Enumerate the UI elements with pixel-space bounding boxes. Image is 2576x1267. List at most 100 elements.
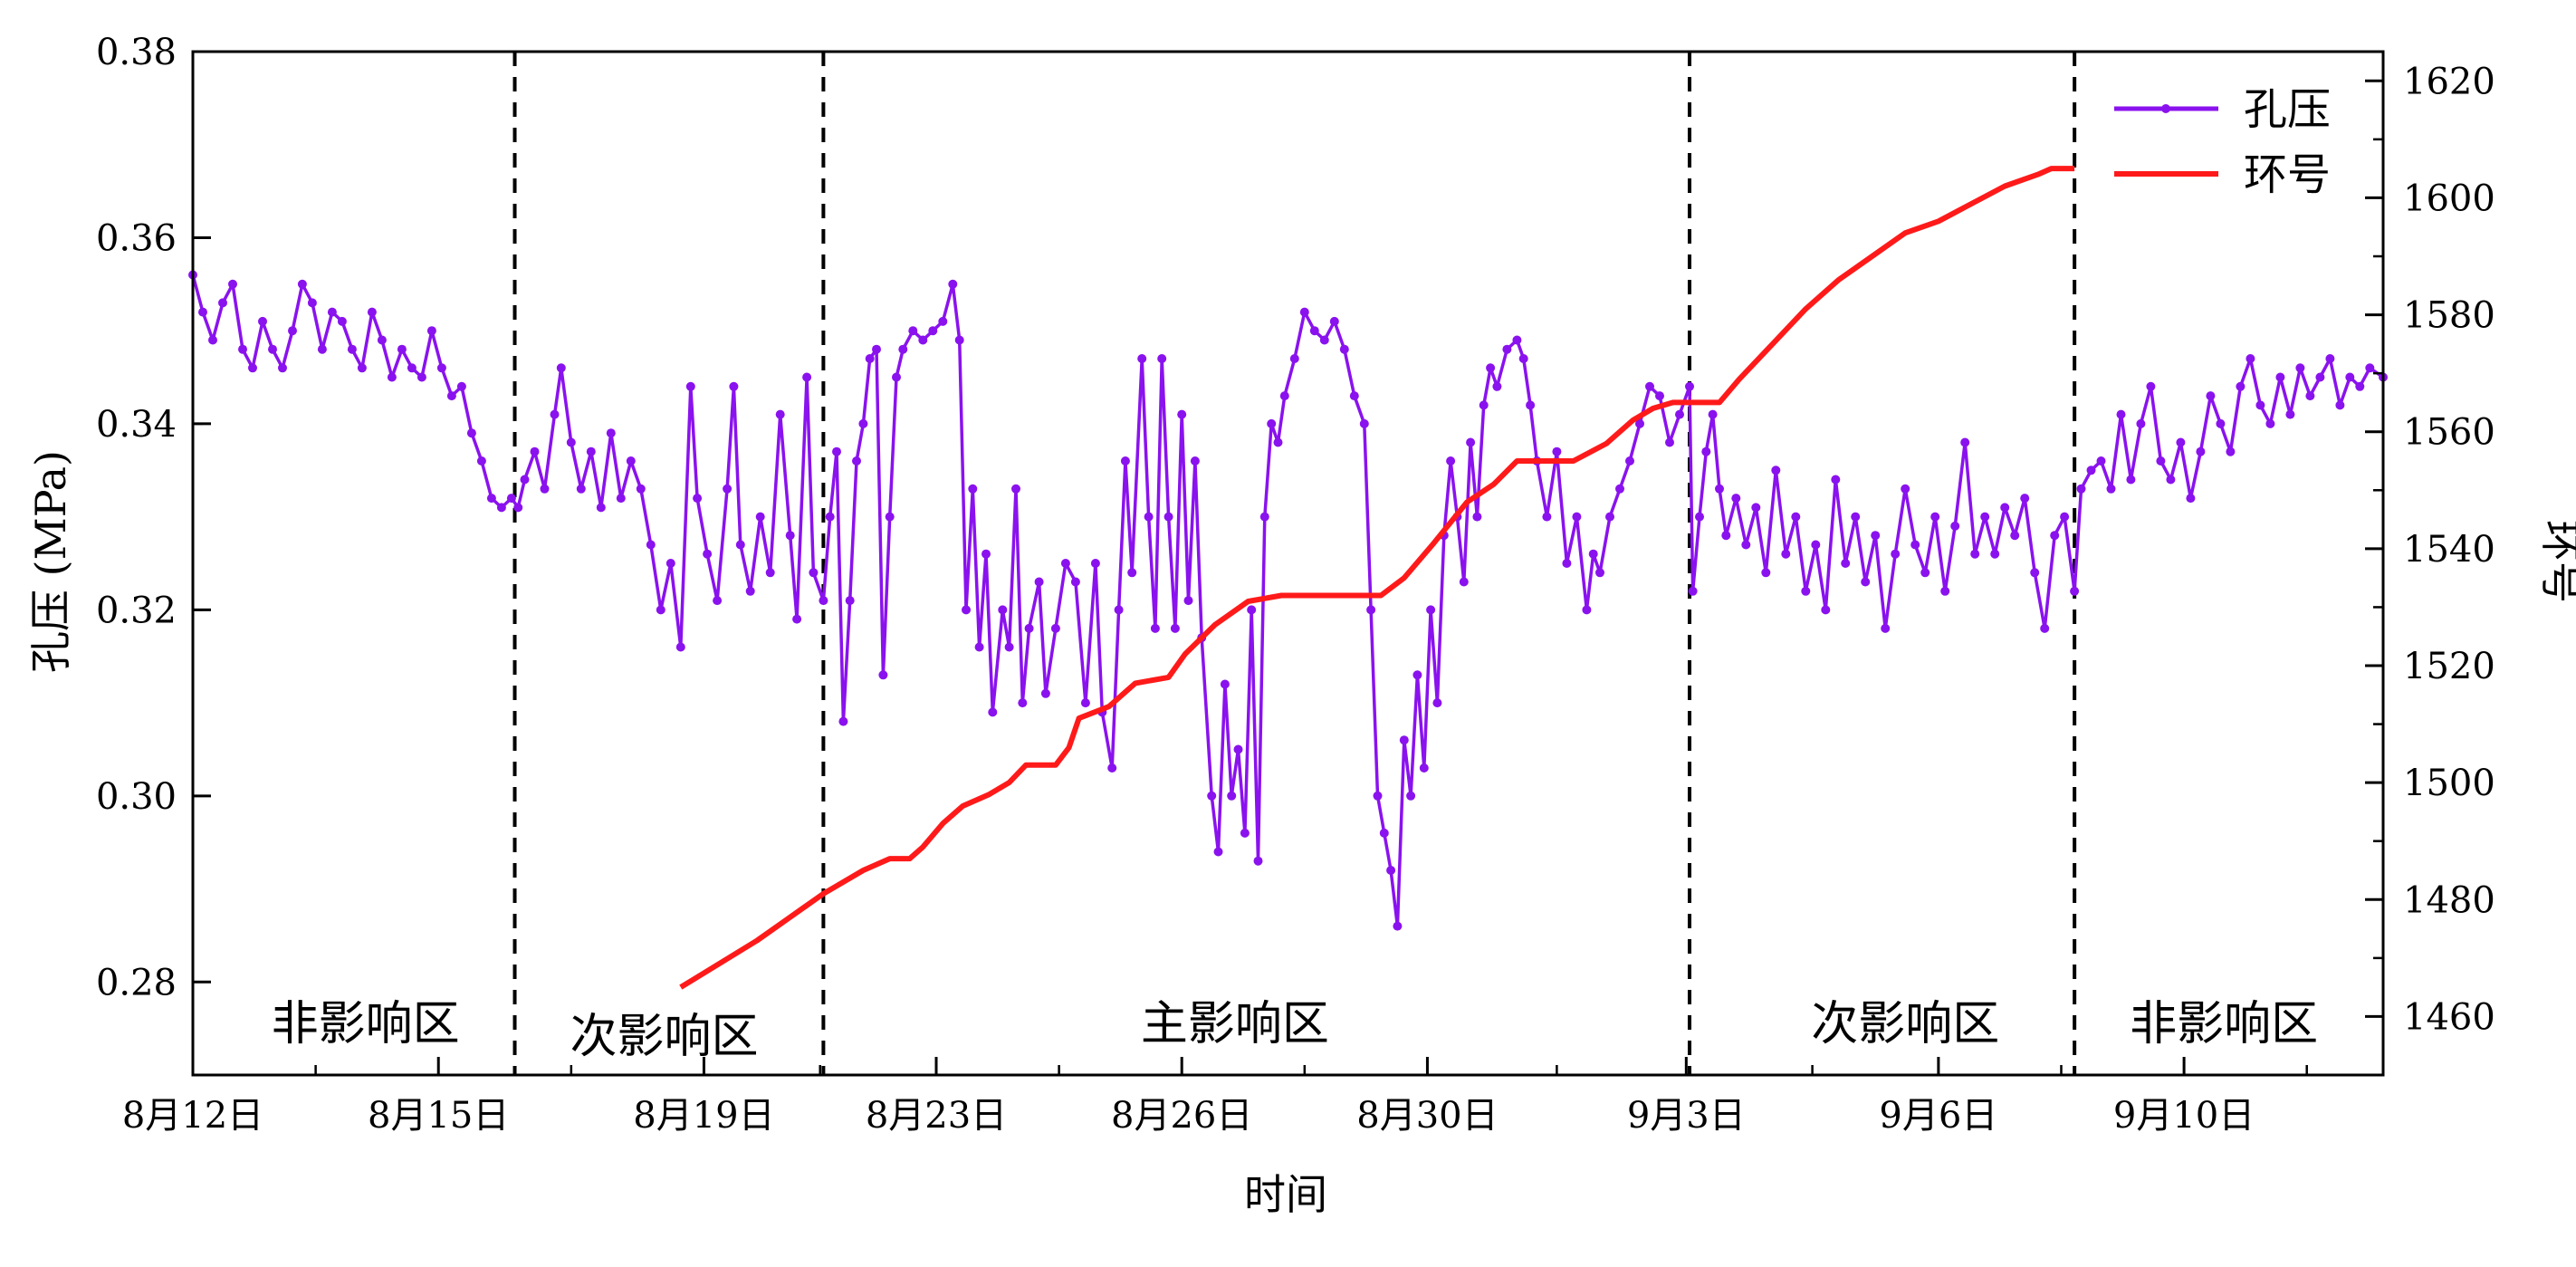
pore-pressure-point bbox=[1040, 688, 1050, 698]
pore-pressure-point bbox=[2335, 400, 2345, 410]
pore-pressure-point bbox=[1881, 623, 1891, 633]
pore-pressure-point bbox=[998, 605, 1008, 615]
pore-pressure-point bbox=[825, 512, 835, 522]
pore-pressure-point bbox=[1625, 456, 1634, 466]
pore-pressure-point bbox=[2010, 531, 2020, 541]
pore-pressure-point bbox=[1240, 828, 1250, 838]
x-tick-label: 9月6日 bbox=[1879, 1095, 1997, 1137]
x-tick-label: 8月26日 bbox=[1111, 1095, 1252, 1137]
pore-pressure-point bbox=[1393, 921, 1403, 931]
pore-pressure-point bbox=[486, 494, 496, 504]
pore-pressure-point bbox=[1339, 344, 1349, 354]
zone-label: 非影响区 bbox=[272, 997, 460, 1051]
pore-pressure-point bbox=[1004, 642, 1014, 652]
pore-pressure-point bbox=[1685, 381, 1694, 391]
pore-pressure-point bbox=[1781, 549, 1791, 559]
pore-pressure-point bbox=[1090, 559, 1100, 568]
pore-pressure-point bbox=[1011, 484, 1020, 494]
pore-pressure-point bbox=[2265, 418, 2275, 428]
pore-pressure-point bbox=[729, 381, 739, 391]
pore-pressure-point bbox=[1070, 577, 1080, 587]
pore-pressure-point bbox=[1605, 512, 1614, 522]
pore-pressure-point bbox=[407, 363, 417, 373]
pore-pressure-point bbox=[1349, 391, 1359, 401]
pore-pressure-point bbox=[1512, 335, 1522, 345]
pore-pressure-point bbox=[2206, 391, 2216, 401]
pore-pressure-point bbox=[1479, 400, 1489, 410]
pore-pressure-point bbox=[775, 409, 785, 419]
pore-pressure-point bbox=[1751, 503, 1761, 513]
pore-pressure-point bbox=[1526, 400, 1536, 410]
pore-pressure-point bbox=[327, 307, 337, 317]
pore-pressure-point bbox=[1791, 512, 1801, 522]
pore-pressure-point bbox=[1645, 381, 1654, 391]
pore-pressure-point bbox=[1635, 418, 1644, 428]
pore-pressure-point bbox=[288, 326, 297, 336]
pore-pressure-point bbox=[1267, 418, 1277, 428]
pore-pressure-point bbox=[2070, 586, 2080, 596]
y2-tick-label: 1620 bbox=[2403, 61, 2495, 102]
pore-pressure-point bbox=[2285, 409, 2295, 419]
pore-pressure-point bbox=[1299, 307, 1309, 317]
pore-pressure-point bbox=[723, 484, 733, 494]
pore-pressure-point bbox=[852, 456, 861, 466]
pore-pressure-point bbox=[248, 363, 257, 373]
pore-pressure-point bbox=[735, 540, 745, 550]
pore-pressure-point bbox=[520, 475, 530, 485]
pore-pressure-point bbox=[1060, 559, 1070, 568]
pore-pressure-point bbox=[1708, 409, 1718, 419]
pore-pressure-point bbox=[954, 335, 964, 345]
pore-pressure-point bbox=[1715, 484, 1724, 494]
pore-pressure-point bbox=[928, 326, 938, 336]
zone-label: 非影响区 bbox=[2130, 997, 2318, 1051]
pore-pressure-point bbox=[337, 316, 347, 326]
pore-pressure-point bbox=[2030, 568, 2040, 578]
pore-pressure-point bbox=[426, 326, 436, 336]
pore-pressure-point bbox=[1492, 381, 1502, 391]
pore-pressure-point bbox=[397, 344, 407, 354]
pore-pressure-point bbox=[377, 335, 387, 345]
pore-pressure-point bbox=[1406, 791, 1416, 801]
pore-pressure-point bbox=[809, 568, 819, 578]
pore-pressure-point bbox=[1615, 484, 1624, 494]
y2-tick-label: 1520 bbox=[2403, 646, 2495, 687]
pore-pressure-point bbox=[417, 372, 426, 382]
pore-pressure-point bbox=[2275, 372, 2285, 382]
pore-pressure-point bbox=[2136, 418, 2146, 428]
pore-pressure-point bbox=[1486, 363, 1496, 373]
pore-pressure-point bbox=[792, 614, 802, 624]
x-tick-label: 9月10日 bbox=[2113, 1095, 2255, 1137]
pore-pressure-point bbox=[785, 531, 795, 541]
pore-pressure-point bbox=[636, 484, 646, 494]
pore-pressure-point bbox=[2216, 418, 2226, 428]
pore-pressure-point bbox=[1562, 559, 1572, 568]
pore-pressure-point bbox=[1247, 605, 1257, 615]
pore-pressure-point bbox=[616, 494, 626, 504]
pore-pressure-point bbox=[685, 381, 695, 391]
pore-pressure-point bbox=[1901, 484, 1910, 494]
legend-ring-number-label: 环号 bbox=[2244, 149, 2331, 200]
x-tick-label: 8月23日 bbox=[866, 1095, 1007, 1137]
pore-pressure-point bbox=[357, 363, 367, 373]
x-tick-label: 8月30日 bbox=[1356, 1095, 1498, 1137]
pore-pressure-point bbox=[1950, 521, 1960, 531]
pore-pressure-point bbox=[1920, 568, 1930, 578]
pore-pressure-point bbox=[556, 363, 566, 373]
pore-pressure-point bbox=[218, 298, 227, 308]
pore-pressure-point bbox=[858, 418, 868, 428]
pore-pressure-point bbox=[1970, 549, 1980, 559]
pore-pressure-point bbox=[1432, 698, 1442, 708]
pore-pressure-point bbox=[962, 605, 971, 615]
y2-tick-label: 1540 bbox=[2403, 529, 2495, 571]
y2-tick-label: 1500 bbox=[2403, 763, 2495, 804]
axis-ticks: 0.28 0.30 0.32 0.34 0.36 0.38 1460 1480 1500 1520… bbox=[96, 32, 2495, 1137]
y-tick-label: 0.34 bbox=[96, 404, 177, 446]
pore-pressure-point bbox=[2076, 484, 2086, 494]
pore-pressure-point bbox=[713, 596, 723, 606]
ring-number-line bbox=[679, 166, 2075, 990]
pore-pressure-point bbox=[1980, 512, 1990, 522]
pore-pressure-point bbox=[530, 446, 540, 456]
pore-pressure-point bbox=[1446, 456, 1456, 466]
pore-pressure-point bbox=[1871, 531, 1881, 541]
